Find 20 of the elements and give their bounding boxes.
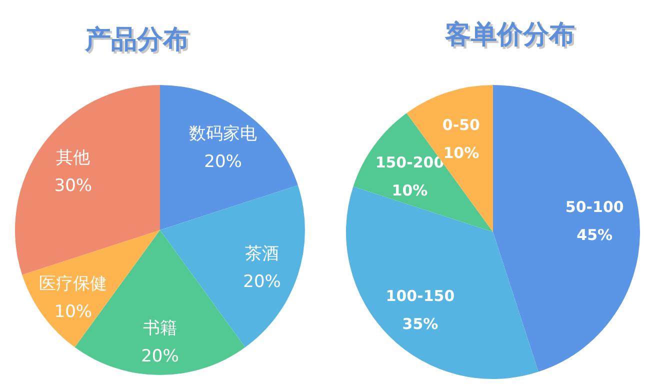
data-label: 20% [243,272,281,292]
slice-label: 150-200 [375,154,444,172]
data-label: 45% [576,226,613,244]
data-label: 10% [392,182,428,200]
chart-title: 客单价分布 [446,22,577,52]
slice-label: 50-100 [565,198,624,216]
slice-label: 0-50 [442,116,480,134]
slice-label: 100-150 [386,286,455,305]
data-label: 20% [141,346,179,366]
data-label: 20% [204,152,242,172]
data-label: 10% [54,302,92,322]
data-label: 35% [402,314,438,333]
chart-title: 产品分布 [86,27,191,57]
slice-label: 茶酒 [245,244,280,264]
data-label: 30% [54,176,92,196]
slice-label: 其他 [56,148,90,168]
slice-label: 数码家电 [189,124,258,144]
slice-label: 书籍 [143,318,177,338]
slice-label: 医疗保健 [39,274,108,294]
data-label: 10% [443,144,480,162]
